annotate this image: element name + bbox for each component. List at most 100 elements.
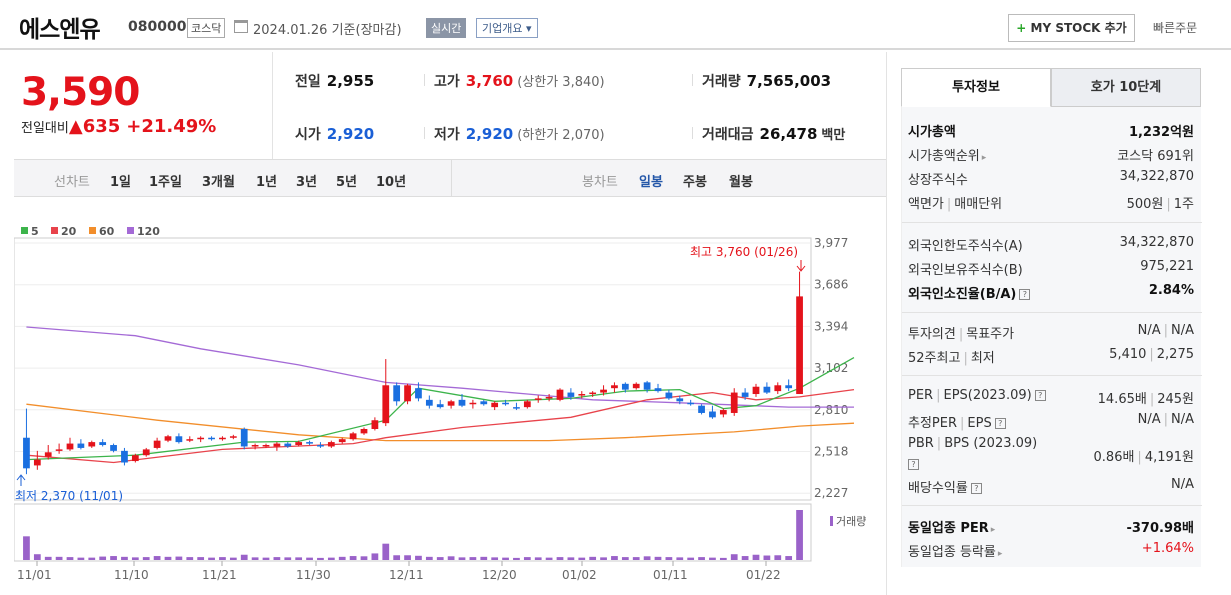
div-value: N/A: [1171, 477, 1194, 492]
volume-bar: [404, 555, 411, 560]
stock-code: 080000: [128, 19, 187, 35]
tab-candle-daily[interactable]: 일봉: [639, 175, 663, 190]
tab-candle-monthly[interactable]: 월봉: [729, 175, 753, 190]
candle-body: [208, 437, 215, 440]
ind-rate-label[interactable]: 동일업종 등락률 ▸: [908, 541, 1002, 560]
date-value: 2024.01.26: [253, 23, 328, 38]
tab-candle-weekly[interactable]: 주봉: [683, 175, 707, 190]
candle-body: [458, 399, 466, 406]
eps-label: EPS(2023.09): [943, 388, 1032, 403]
candle-body: [382, 385, 390, 424]
ind-per-label[interactable]: 동일업종 PER ▸: [908, 517, 995, 536]
y-tick-label: 2,518: [814, 445, 848, 459]
volume-bar: [752, 554, 760, 560]
volume-bar: [88, 557, 96, 560]
candle-body: [611, 385, 618, 389]
tab-period-3m[interactable]: 3개월: [202, 175, 235, 190]
volume-bar: [327, 557, 335, 560]
separator: |: [1137, 450, 1142, 465]
help-icon[interactable]: ?: [994, 418, 1006, 429]
cap-rank-label[interactable]: 시가총액순위 ▸: [908, 145, 986, 164]
help-icon[interactable]: ?: [1019, 289, 1031, 300]
candle-body: [469, 402, 477, 405]
volume-bar: [730, 554, 738, 560]
candle-body: [447, 401, 455, 406]
base-date: 2024.01.26 기준(장마감): [253, 19, 402, 38]
volume-bar: [229, 557, 237, 560]
unit-label: 매매단위: [954, 197, 1003, 212]
help-icon[interactable]: ?: [1034, 390, 1046, 401]
volume-bar: [295, 557, 303, 560]
volume-bar: [110, 556, 117, 560]
tab-period-1y[interactable]: 1년: [256, 175, 278, 190]
stat-volume-label: 거래량: [702, 74, 741, 90]
volume-bar: [676, 557, 684, 560]
tab-invest-info[interactable]: 투자정보: [901, 68, 1051, 107]
w52-label: 52주최고 | 최저: [908, 347, 995, 366]
candle-body: [371, 420, 379, 429]
realtime-button[interactable]: 실시간: [426, 18, 467, 38]
volume-bar: [142, 557, 150, 560]
foreign-limit-label: 외국인한도주식수(A): [908, 239, 1023, 254]
right-panel: 투자정보 호가 10단계 시가총액 1,232억원 시가총액순위 ▸ 코스닥 69…: [886, 52, 1231, 595]
help-icon[interactable]: ?: [908, 459, 919, 470]
stat-low-value: 2,920: [465, 125, 514, 143]
candle-body: [545, 396, 553, 399]
volume-bar: [208, 557, 215, 560]
par-unit-label: 액면가 | 매매단위: [908, 193, 1002, 212]
up-arrow-icon: ▲: [68, 116, 83, 137]
company-summary-label: 기업개요: [482, 22, 523, 35]
separator: |: [1163, 323, 1168, 338]
volume-bar: [99, 556, 107, 560]
separator: |: [1149, 392, 1155, 407]
div-label-text: 배당수익률: [908, 481, 968, 496]
stat-high-label: 고가: [434, 74, 460, 90]
y-tick-label: 2,227: [814, 486, 848, 500]
separator: |: [1163, 412, 1168, 427]
volume-bar: [273, 557, 281, 560]
company-summary-dropdown[interactable]: 기업개요 ▾: [476, 18, 538, 38]
candle-body: [643, 382, 651, 390]
volume-plot-frame: [14, 503, 812, 562]
volume-bar: [578, 557, 586, 560]
lower-limit: (하한가 2,070): [517, 128, 605, 143]
upper-limit: (상한가 3,840): [517, 75, 605, 90]
legend-swatch: [127, 227, 134, 234]
tab-period-10y[interactable]: 10년: [376, 175, 407, 190]
volume-legend-label: 거래량: [836, 515, 866, 528]
tab-hoga-10[interactable]: 호가 10단계: [1051, 68, 1201, 107]
tab-period-3y[interactable]: 3년: [296, 175, 318, 190]
tab-period-1d[interactable]: 1일: [110, 175, 132, 190]
volume-bar: [600, 557, 607, 560]
tab-period-5y[interactable]: 5년: [336, 175, 358, 190]
y-tick-label: 3,686: [814, 278, 848, 292]
candle-body: [284, 443, 292, 447]
tab-period-1w[interactable]: 1주일: [149, 175, 182, 190]
stat-open: 시가 2,920: [295, 124, 374, 144]
candle-body: [719, 410, 727, 415]
market-badge: 코스닥: [187, 18, 226, 38]
candle-body: [251, 445, 259, 447]
volume-bar: [665, 557, 673, 560]
add-mystock-button[interactable]: + MY STOCK 추가: [1008, 14, 1135, 42]
help-icon[interactable]: ?: [970, 483, 982, 494]
ind-rate-value: +1.64%: [1141, 541, 1194, 556]
candle-body: [360, 428, 368, 434]
opinion-target-label: 투자의견 | 목표주가: [908, 323, 1014, 342]
candle-body: [415, 388, 422, 399]
stat-low-label: 저가: [434, 127, 460, 143]
volume-bar: [491, 557, 499, 560]
stat-prev-label: 전일: [295, 74, 321, 90]
candle-body: [709, 411, 716, 418]
separator: |: [936, 436, 942, 451]
min-price-label: 최저 2,370 (11/01): [15, 489, 123, 503]
quick-order-link[interactable]: 빠른주문: [1153, 21, 1198, 35]
foreign-rate-label-text: 외국인소진율(B/A): [908, 287, 1017, 302]
legend-label: 20: [61, 225, 77, 238]
market-cap-value: 1,232억원: [1128, 125, 1194, 140]
volume-bar: [425, 556, 433, 560]
w52-high-value: 5,410: [1109, 347, 1147, 362]
candle-body: [121, 450, 128, 463]
candle-body: [44, 452, 52, 457]
candle-chart-label: 봉차트: [582, 175, 618, 190]
